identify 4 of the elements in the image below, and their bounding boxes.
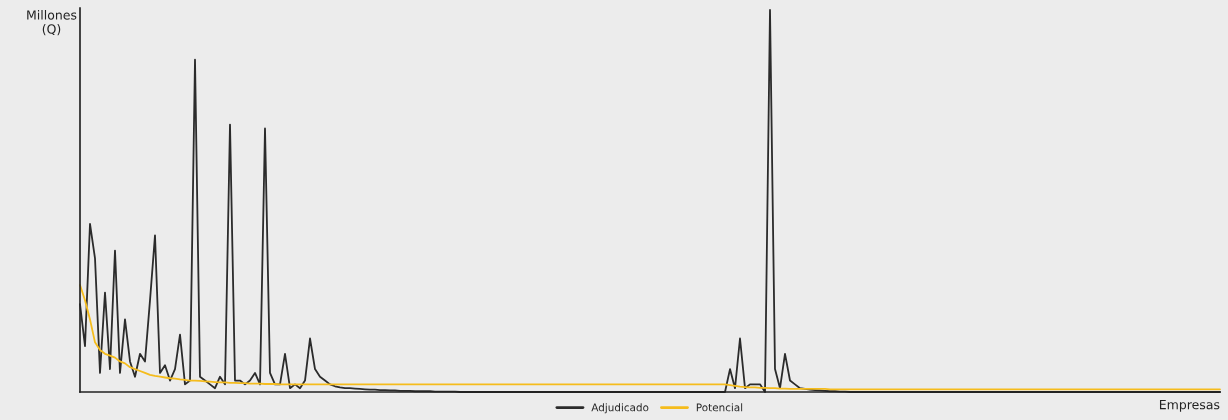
y-axis-title: Millones (Q) <box>27 10 77 36</box>
legend-label: Potencial <box>696 403 743 412</box>
legend-label: Adjudicado <box>591 403 649 414</box>
x-axis-title: Empresas <box>1159 400 1220 412</box>
